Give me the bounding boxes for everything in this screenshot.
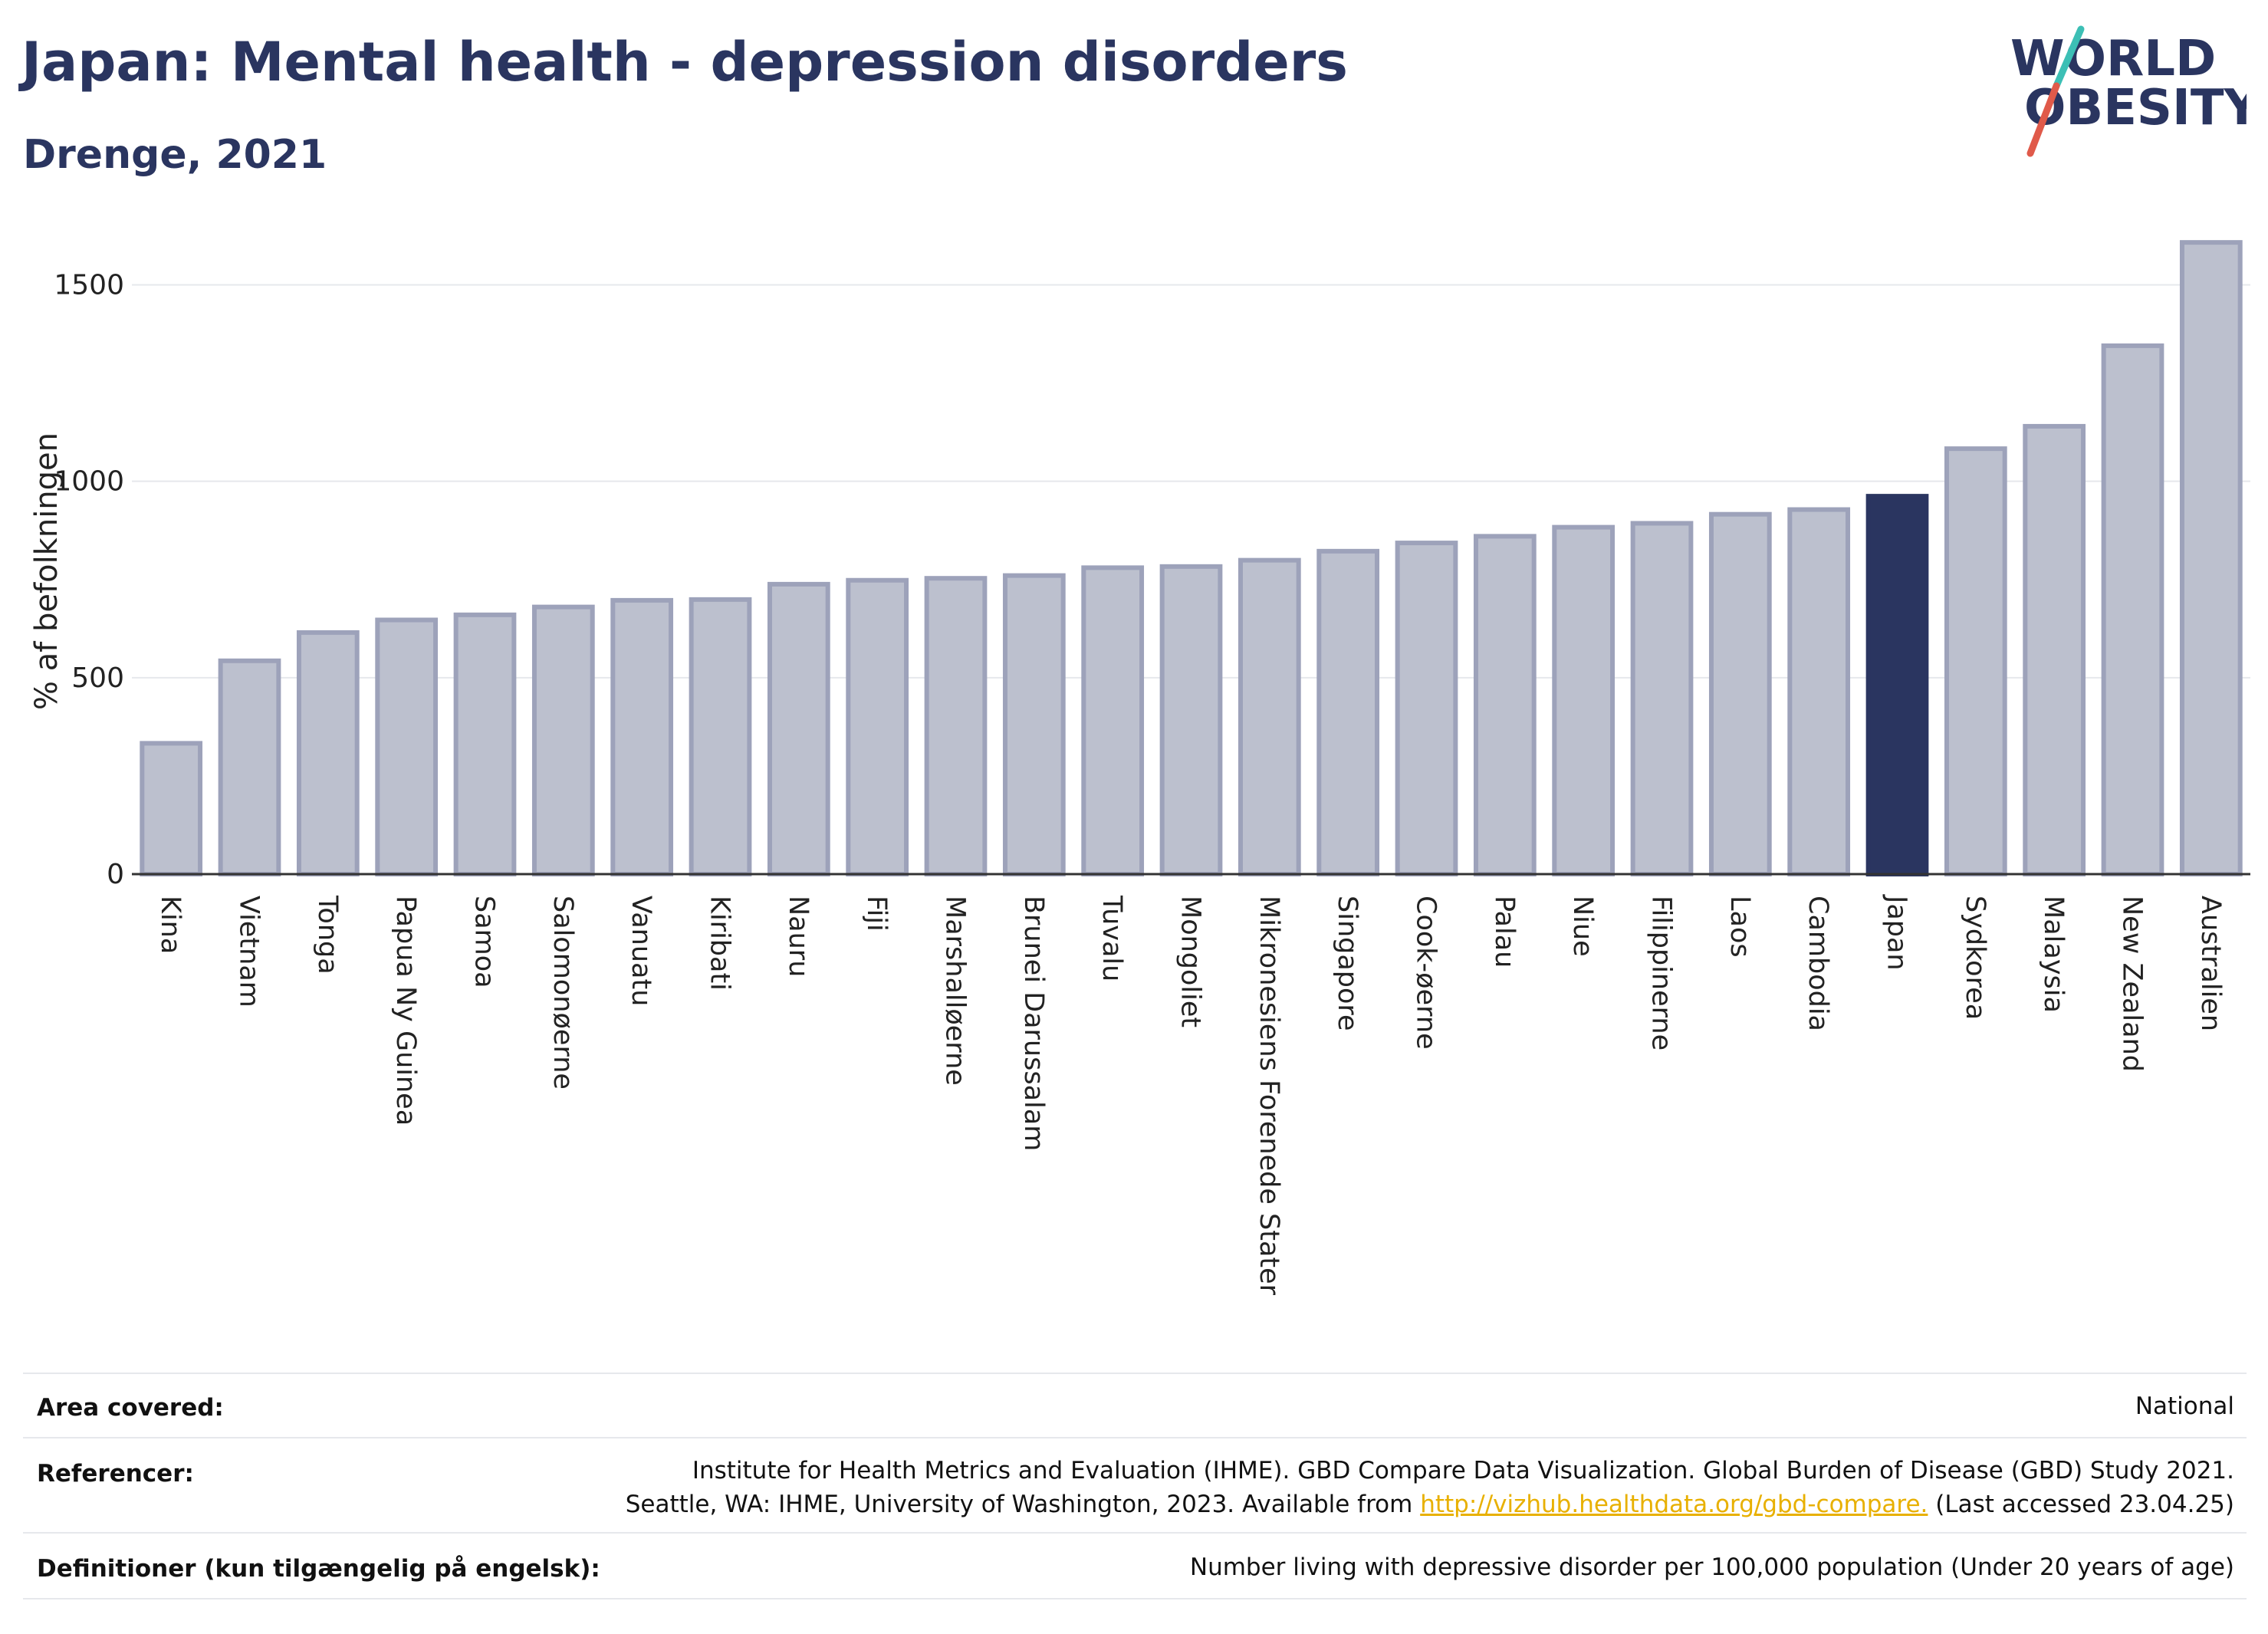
x-tick-label: Japan <box>1882 894 1912 971</box>
bar-vietnam <box>218 658 281 877</box>
x-tick-label: Palau <box>1489 896 1520 968</box>
y-tick-label: 500 <box>71 662 124 694</box>
chart-title: Japan: Mental health - depression disord… <box>21 31 1348 94</box>
bar-mongoliet <box>1159 564 1223 876</box>
bar-fiji <box>846 577 909 876</box>
bar-laos <box>1708 511 1772 876</box>
y-tick-label: 1500 <box>54 269 124 301</box>
info-row-definitions: Definitioner (kun tilgængelig på engelsk… <box>23 1532 2247 1599</box>
area-label: Area covered: <box>37 1394 224 1422</box>
references-line1: Institute for Health Metrics and Evaluat… <box>692 1457 2234 1484</box>
logo-line1: WORLD <box>2010 31 2216 87</box>
y-tick-label: 1000 <box>54 466 124 498</box>
x-tick-label: Papua Ny Guinea <box>390 896 421 1126</box>
x-tick-label: Cook-øerne <box>1411 896 1441 1050</box>
logo-line2: OBESITY <box>2024 80 2247 136</box>
bar-cambodia <box>1787 507 1851 876</box>
bar-vanuatu <box>610 597 674 877</box>
bar-australien <box>2179 240 2243 877</box>
bar-brunei-darussalam <box>1002 573 1066 877</box>
bar-salomonøerne <box>531 604 595 876</box>
x-tick-label: Brunei Darussalam <box>1018 896 1049 1151</box>
x-tick-label: Kiribati <box>705 896 735 991</box>
bar-marshalløerne <box>924 576 988 876</box>
bar-cook-øerne <box>1395 541 1458 876</box>
bars <box>140 240 2243 877</box>
bar-kina <box>140 741 203 877</box>
logo-slash-teal <box>2053 25 2085 90</box>
x-tick-label: Samoa <box>469 896 500 988</box>
bar-palau <box>1473 534 1537 876</box>
bar-chart: 0 500 1000 1500 Kina Vietnam Tonga Papua Ny Gu… <box>29 240 2250 1296</box>
x-tick-label: Laos <box>1724 896 1755 958</box>
bar-mikronesiens-forenede-stater <box>1238 557 1301 876</box>
bar-filippinerne <box>1630 521 1694 876</box>
x-tick-labels: Kina Vietnam Tonga Papua Ny Guinea Samoa Salo… <box>155 894 2226 1296</box>
x-tick-label: New Zealand <box>2117 896 2148 1072</box>
info-row-area: Area covered: National <box>23 1373 2247 1438</box>
x-tick-label: Marshalløerne <box>940 896 971 1086</box>
x-tick-label: Tonga <box>312 895 343 975</box>
x-tick-label: Vanuatu <box>626 896 656 1006</box>
info-row-references: Referencer: Institute for Health Metrics… <box>23 1437 2247 1534</box>
bar-sydkorea <box>1944 446 2007 876</box>
x-tick-label: Niue <box>1567 896 1598 957</box>
area-value: National <box>2135 1392 2234 1420</box>
logo-slash-red <box>2026 82 2060 157</box>
bar-new-zealand <box>2101 343 2164 876</box>
bar-singapore <box>1316 548 1380 877</box>
x-tick-label: Singapore <box>1332 896 1362 1031</box>
y-tick-labels: 0 500 1000 1500 <box>54 269 124 890</box>
bar-japan <box>1865 494 1929 877</box>
references-line2: Seattle, WA: IHME, University of Washing… <box>626 1488 2234 1521</box>
references-value: Institute for Health Metrics and Evaluat… <box>626 1454 2234 1521</box>
x-tick-label: Salomonøerne <box>547 896 578 1090</box>
definitions-value: Number living with depressive disorder p… <box>1189 1553 2234 1581</box>
x-tick-label: Tuvalu <box>1096 895 1127 981</box>
gbd-compare-link[interactable]: http://vizhub.healthdata.org/gbd-compare… <box>1420 1491 1928 1518</box>
x-tick-label: Vietnam <box>234 896 265 1008</box>
bar-tuvalu <box>1081 565 1145 876</box>
x-tick-label: Malaysia <box>2038 896 2069 1013</box>
bar-kiribati <box>689 597 752 876</box>
references-line2-post: (Last accessed 23.04.25) <box>1928 1491 2234 1518</box>
y-tick-label: 0 <box>107 859 124 890</box>
bar-niue <box>1552 524 1616 876</box>
x-tick-label: Filippinerne <box>1646 896 1677 1050</box>
x-tick-label: Nauru <box>783 896 814 977</box>
bar-malaysia <box>2023 423 2086 876</box>
bar-nauru <box>767 581 830 877</box>
bar-samoa <box>453 612 517 877</box>
x-tick-label: Fiji <box>861 896 892 932</box>
references-line2-pre: Seattle, WA: IHME, University of Washing… <box>625 1491 1421 1518</box>
x-tick-label: Cambodia <box>1803 896 1833 1031</box>
definitions-label: Definitioner (kun tilgængelig på engelsk… <box>37 1555 600 1583</box>
chart-subtitle: Drenge, 2021 <box>23 132 327 178</box>
x-tick-label: Kina <box>155 896 186 954</box>
x-tick-label: Mongoliet <box>1175 896 1206 1027</box>
world-obesity-logo: WORLD OBESITY <box>2010 25 2247 157</box>
x-tick-label: Mikronesiens Forenede Stater <box>1254 896 1284 1296</box>
bar-papua-ny-guinea <box>375 617 439 876</box>
bar-tonga <box>296 630 360 876</box>
y-axis-title: % af befolkningen <box>29 432 64 710</box>
x-tick-label: Sydkorea <box>1960 896 1990 1020</box>
references-label: Referencer: <box>37 1460 194 1488</box>
x-tick-label: Australien <box>2195 896 2226 1031</box>
